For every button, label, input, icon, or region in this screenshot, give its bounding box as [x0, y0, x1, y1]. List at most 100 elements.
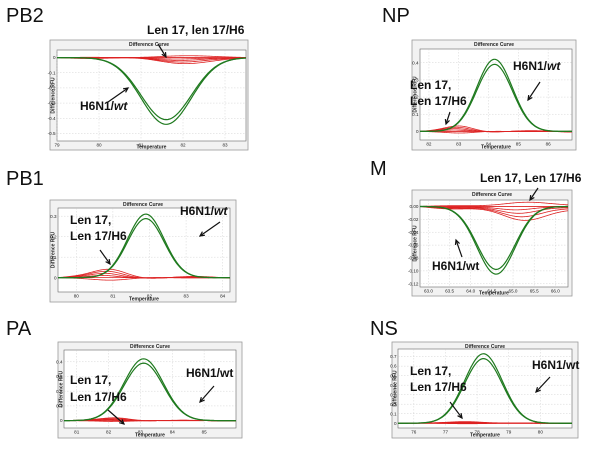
y-tick-label: -0.2 [48, 86, 56, 91]
y-tick-label: -0.06 [408, 243, 419, 248]
y-tick-label: -0.4 [48, 116, 56, 121]
x-tick-label: 83 [184, 294, 190, 299]
mutant-curve [420, 206, 568, 211]
panel-m: M Difference Curve 0.00 -0.02 -0.04 -0.06 -0.0… [370, 158, 582, 297]
y-tick-label: -0.5 [48, 131, 56, 136]
panel-pb2: PB2 Difference Curve 0 -0.1 -0.2 -0.3 -0.4 -0.5… [6, 5, 249, 151]
x-axis-label: Temperature [470, 433, 500, 439]
y-tick-label: 0.2 [50, 234, 57, 239]
y-tick-label: 0 [394, 421, 397, 426]
arrow-head [527, 94, 533, 102]
annotation-text: Len 17/H6 [410, 380, 467, 394]
x-tick-label: 83 [138, 430, 144, 435]
x-tick-label: 82 [106, 430, 112, 435]
annotation-text: Len 17, Len 17/H6 [480, 171, 582, 185]
x-tick-label: 82 [180, 143, 186, 148]
plot-area [419, 199, 569, 288]
annotation-italic: wt [114, 99, 128, 113]
x-tick-label: 85 [202, 430, 208, 435]
y-axis-label: Difference RFU [413, 76, 419, 113]
arrow-shaft [107, 87, 129, 103]
x-axis-label: Temperature [135, 433, 165, 439]
y-tick-label: 0 [53, 55, 56, 60]
annotation-label: Len 17/H6 [70, 390, 127, 404]
arrow-head [444, 118, 450, 126]
arrow-shaft [445, 111, 451, 125]
y-tick-label: -0.3 [48, 101, 56, 106]
arrow-shaft [199, 385, 215, 403]
annotation-label: Len 17, [410, 78, 451, 92]
panel-label: NS [370, 318, 398, 340]
y-tick-label: 0.1 [50, 255, 57, 260]
annotation-label: Len 17/H6 [410, 380, 467, 394]
x-tick-label: 79 [506, 430, 512, 435]
annotation-text: Len 17/H6 [70, 229, 127, 243]
annotation-label: Len 17, [70, 373, 111, 387]
x-tick-label: 84 [170, 430, 176, 435]
wt-curve [420, 205, 568, 270]
arrow-shaft [527, 81, 541, 101]
panel-label: PB2 [6, 5, 44, 27]
arrow-shaft [199, 221, 221, 237]
x-tick-label: 65.5 [530, 289, 539, 294]
y-tick-label: 0.5 [390, 373, 397, 378]
x-axis-label: Temperature [129, 297, 159, 303]
annotation-label: H6N1/wt [532, 358, 579, 372]
arrow-head [199, 397, 205, 404]
annotation-text: H6N1/wt [532, 358, 579, 372]
annotation-text: Len 17, [410, 364, 451, 378]
y-tick-label: 0.1 [412, 112, 419, 117]
annotation-text: Len 17, [70, 373, 111, 387]
annotation-text: Len 17/H6 [70, 390, 127, 404]
x-tick-label: 86 [546, 142, 552, 147]
y-tick-label: 0.7 [390, 354, 397, 359]
chart-title: Difference Curve [472, 192, 512, 198]
plot-area [397, 348, 573, 429]
arrow-head [105, 258, 111, 266]
y-axis-label: Difference RFU [393, 370, 399, 407]
annotation-text: H6N1/wt [186, 366, 233, 380]
y-tick-label: -0.02 [408, 217, 419, 222]
y-tick-label: 0.3 [50, 214, 57, 219]
x-tick-label: 64.5 [487, 289, 496, 294]
panel-pb1: PB1 Difference Curve 0 0.1 0.2 0.3 80 81 82 83 84 T… [6, 168, 237, 303]
arrow-head [535, 387, 541, 394]
y-tick-label: 0.3 [56, 374, 63, 379]
chart-title: Difference Curve [123, 202, 163, 208]
x-axis-label: Temperature [479, 291, 509, 297]
arrow-shaft [107, 409, 125, 425]
y-tick-label: 0.3 [412, 78, 419, 83]
x-tick-label: 82 [147, 294, 153, 299]
y-tick-label: -0.10 [408, 268, 419, 273]
x-axis-label: Temperature [481, 145, 511, 151]
chart-title: Difference Curve [130, 344, 170, 350]
mutant-curve [57, 55, 246, 58]
y-tick-label: 0.2 [390, 402, 397, 407]
annotation-label: H6N1/wt [513, 59, 561, 73]
arrow-head [161, 51, 167, 59]
x-tick-label: 80 [74, 294, 80, 299]
y-tick-label: -0.1 [48, 70, 56, 75]
arrow-head [198, 231, 206, 237]
x-tick-label: 82 [426, 142, 432, 147]
annotation-text: H6N1/ [180, 204, 215, 218]
x-axis-label: Temperature [137, 145, 167, 151]
arrow-shaft [449, 401, 463, 419]
annotation-text: H6N1/ [513, 59, 548, 73]
x-tick-label: 77 [443, 430, 449, 435]
x-tick-label: 85 [516, 142, 522, 147]
x-tick-label: 76 [411, 430, 417, 435]
annotation-text: Len 17, [410, 78, 451, 92]
x-tick-label: 83 [222, 143, 228, 148]
y-tick-label: 0.4 [412, 60, 419, 65]
y-axis-label: Difference RFU [51, 232, 57, 269]
wt-curve [58, 217, 230, 279]
annotation-label: Len 17, Len 17/H6 [480, 171, 582, 185]
panel-np: NP Difference Curve 0 0.1 0.2 0.3 0.4 82 83 84 85 8… [382, 5, 577, 151]
plot-area [56, 49, 247, 142]
annotation-italic: wt [547, 59, 561, 73]
x-tick-label: 81 [74, 430, 80, 435]
wt-curve [420, 63, 572, 133]
y-tick-label: -0.08 [408, 256, 419, 261]
y-tick-label: 0.4 [390, 383, 397, 388]
